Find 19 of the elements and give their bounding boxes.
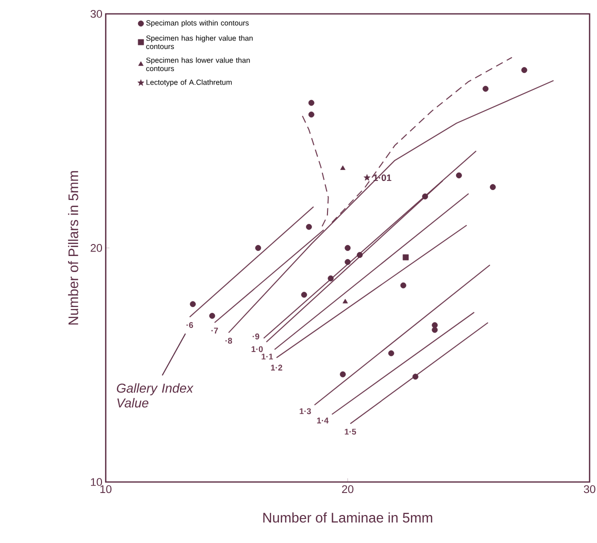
x-tick-label: 30 [584,485,596,494]
series-label: 1·5 [344,428,356,435]
series-label: 1·4 [317,418,329,424]
series-label: 1·1 [262,354,273,360]
annotation: Gallery Index Value [116,383,194,408]
series-label: ·8 [226,338,232,344]
series-label: 1·2 [271,364,282,370]
y-axis-title: Number of Pillars in 5mm [68,171,78,324]
series-label: 1·0 [252,346,263,352]
series-label: ·9 [252,333,260,340]
x-tick-label: 20 [342,485,354,494]
series-label: 1·3 [300,408,311,414]
x-tick-label: 10 [100,485,112,494]
y-tick-label: 10 [90,478,102,486]
y-tick-label: 20 [90,244,102,252]
y-tick-label: 30 [90,10,102,18]
series-label: ·6 [186,322,194,328]
series-label: ·7 [211,328,218,334]
x-axis-title: Number of Laminae in 5mm [263,512,432,523]
